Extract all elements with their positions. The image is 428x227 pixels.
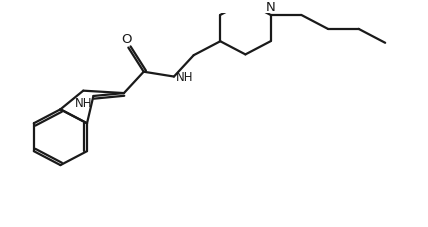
Text: NH: NH <box>74 97 92 110</box>
Text: O: O <box>121 33 131 46</box>
Text: NH: NH <box>175 71 193 84</box>
Text: N: N <box>266 1 276 14</box>
